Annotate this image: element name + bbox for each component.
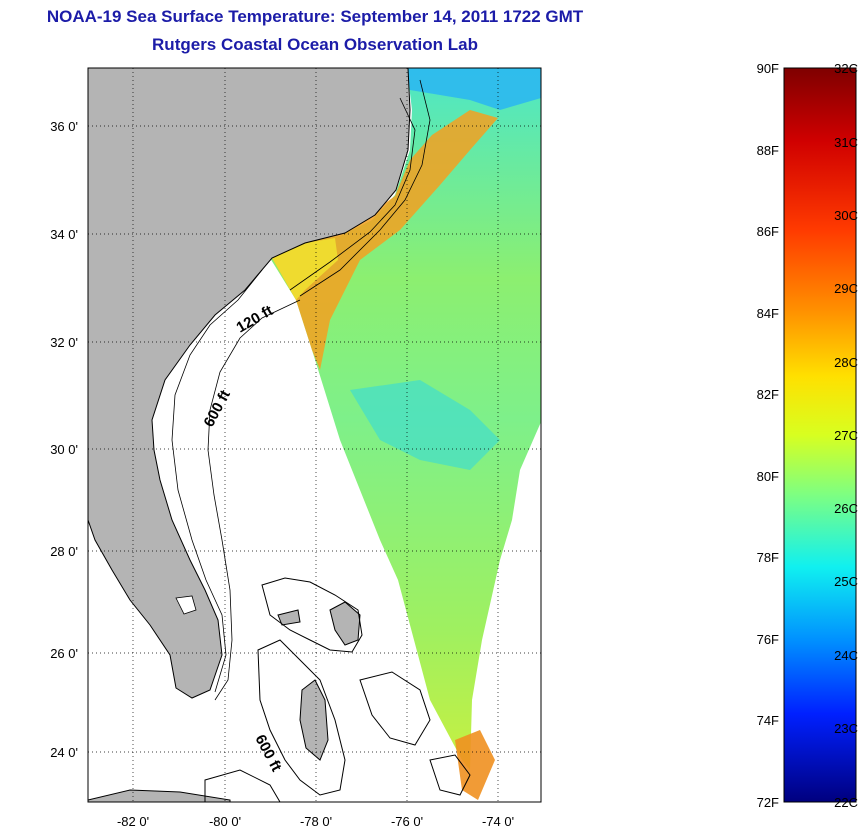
colorbar-c-label: 31C bbox=[834, 135, 858, 150]
contour-bahamas-2 bbox=[257, 639, 346, 796]
colorbar-c-label: 32C bbox=[834, 61, 858, 76]
sst-south-warm bbox=[455, 730, 495, 800]
contour-600ft bbox=[207, 299, 301, 701]
contour-shelf-north-2 bbox=[299, 79, 431, 297]
colorbar-c-label: 28C bbox=[834, 355, 858, 370]
lat-label: 24 0' bbox=[50, 745, 78, 760]
sst-cool-patch bbox=[350, 380, 500, 470]
contour-bahamas-3 bbox=[359, 671, 431, 746]
contour-shelf-north bbox=[289, 97, 416, 291]
colorbar-c-label: 30C bbox=[834, 208, 858, 223]
land-lake bbox=[175, 595, 197, 615]
lat-label: 30 0' bbox=[50, 442, 78, 457]
sst-warm-band bbox=[272, 110, 498, 370]
colorbar-c-label: 29C bbox=[834, 281, 858, 296]
colorbar-f-label: 90F bbox=[757, 61, 779, 76]
lat-label: 36 0' bbox=[50, 119, 78, 134]
lat-label: 32 0' bbox=[50, 335, 78, 350]
sst-blue-north bbox=[407, 68, 541, 110]
colorbar-f-label: 84F bbox=[757, 306, 779, 321]
lon-label: -74 0' bbox=[482, 814, 514, 829]
lat-label: 26 0' bbox=[50, 646, 78, 661]
contour-120ft bbox=[171, 269, 263, 693]
colorbar-f-label: 72F bbox=[757, 795, 779, 810]
colorbar-f-label: 88F bbox=[757, 143, 779, 158]
map-subtitle: Rutgers Coastal Ocean Observation Lab bbox=[152, 35, 478, 54]
land-mainland bbox=[88, 68, 411, 699]
colorbar-f-label: 86F bbox=[757, 224, 779, 239]
colorbar-f-label: 76F bbox=[757, 632, 779, 647]
contour-bahamas-5 bbox=[429, 754, 471, 796]
map-title: NOAA-19 Sea Surface Temperature: Septemb… bbox=[46, 7, 584, 26]
colorbar-c-label: 26C bbox=[834, 501, 858, 516]
colorbar-f-label: 80F bbox=[757, 469, 779, 484]
land-bahamas-2 bbox=[299, 679, 329, 761]
colorbar-c-label: 22C bbox=[834, 795, 858, 810]
lon-label: -76 0' bbox=[391, 814, 423, 829]
colorbar-c-label: 23C bbox=[834, 721, 858, 736]
colorbar-c-label: 24C bbox=[834, 648, 858, 663]
contour-bahamas-1 bbox=[261, 577, 363, 653]
lon-label: -78 0' bbox=[300, 814, 332, 829]
colorbar bbox=[783, 67, 857, 803]
colorbar-f-label: 78F bbox=[757, 550, 779, 565]
land-bahamas-3 bbox=[277, 609, 301, 626]
colorbar-c-label: 27C bbox=[834, 428, 858, 443]
colorbar-f-label: 74F bbox=[757, 713, 779, 728]
land-cuba bbox=[88, 789, 231, 802]
lon-label: -82 0' bbox=[117, 814, 149, 829]
lat-label: 28 0' bbox=[50, 544, 78, 559]
lat-label: 34 0' bbox=[50, 227, 78, 242]
lon-label: -80 0' bbox=[209, 814, 241, 829]
colorbar-f-label: 82F bbox=[757, 387, 779, 402]
map-frame bbox=[87, 67, 542, 803]
contour-bahamas-4 bbox=[204, 769, 281, 802]
colorbar-c-label: 25C bbox=[834, 574, 858, 589]
sst-yellow-band bbox=[272, 238, 338, 300]
